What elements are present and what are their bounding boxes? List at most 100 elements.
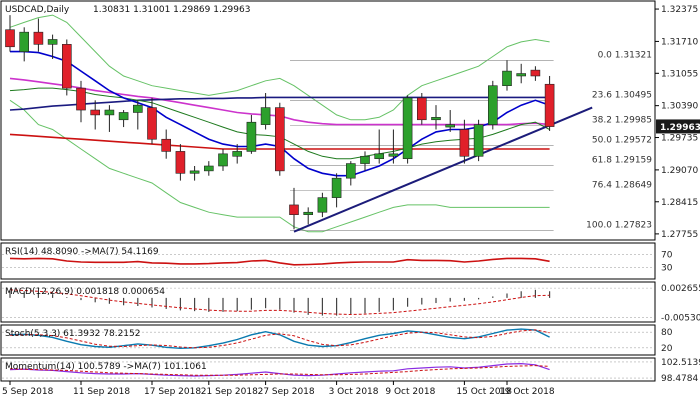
momentum-label: Momentum(14) 100.5789 ->MA(7) 101.1061 xyxy=(5,362,207,372)
indicator-tick-label: 102.5139 xyxy=(661,358,700,368)
price-tick-label: 1.31710 xyxy=(661,37,698,47)
price-tick-label: 1.27755 xyxy=(661,230,698,240)
candle-body xyxy=(204,165,214,172)
candle-body xyxy=(487,85,498,125)
momentum-line xyxy=(9,362,550,377)
indicator-tick-label: 20 xyxy=(661,344,673,354)
current-price-marker xyxy=(656,119,700,134)
candle-body xyxy=(431,117,441,121)
rsi-label: RSI(14) 48.8090 ->MA(7) 54.1169 xyxy=(5,247,159,257)
candle-body xyxy=(402,97,413,160)
support-trendline xyxy=(293,106,593,233)
price-axis: 1.32375 1.31710 1.31055 1.30390 1.29735 1.290… xyxy=(655,5,700,240)
date-tick-label: 5 Sep 2018 xyxy=(2,387,54,397)
date-tick-label: 15 Oct 2018 xyxy=(456,387,512,397)
candle-body xyxy=(33,31,44,45)
fib-level-label: 38.2 1.29985 xyxy=(592,115,652,125)
candle-body xyxy=(19,31,30,52)
stoch-d-line xyxy=(9,329,550,349)
candle-body xyxy=(345,163,356,179)
candle-body xyxy=(445,124,456,128)
price-tick-label: 1.29735 xyxy=(661,134,698,144)
stoch-k-line xyxy=(9,328,550,350)
price-tick-label: 1.32375 xyxy=(661,5,698,15)
indicator-panels: 70 30 RSI(14) 48.8090 ->MA(7) 54.1169 0.002… xyxy=(2,247,700,384)
candle-body xyxy=(61,44,72,89)
candle-body xyxy=(76,87,86,111)
candle-body xyxy=(189,170,200,174)
indicator-tick-label: 98.4784 xyxy=(661,374,698,384)
band-lower-line xyxy=(9,99,550,233)
price-tick-label: 1.28415 xyxy=(661,198,698,208)
candle-body xyxy=(516,73,527,77)
candle-body xyxy=(274,107,285,172)
stoch-label: Stoch(5,3,3) 61.3932 78.2152 xyxy=(5,329,140,339)
current-price-label: 1.29963 xyxy=(660,123,700,133)
candle-body xyxy=(544,83,555,127)
momentum-ma-line xyxy=(9,365,550,376)
candle-body xyxy=(289,204,299,215)
date-tick-label: 3 Oct 2018 xyxy=(329,387,379,397)
fib-level-label: 50.0 1.29572 xyxy=(592,135,652,145)
candle-body xyxy=(218,153,228,167)
ma-navy-line xyxy=(9,96,550,111)
date-tick-label: 27 Sep 2018 xyxy=(258,387,315,397)
candle-body xyxy=(360,155,370,164)
candle-body xyxy=(416,97,427,121)
indicator-tick-label: 0.002655 xyxy=(661,284,700,294)
candle-body xyxy=(104,109,115,116)
date-tick-label: 21 Sep 2018 xyxy=(201,387,258,397)
candle-body xyxy=(530,69,541,77)
rsi-line xyxy=(9,257,550,266)
fib-level-label: 23.6 1.30495 xyxy=(592,91,652,101)
candle-body xyxy=(232,151,242,157)
candle-body xyxy=(133,104,143,113)
date-tick-label: 11 Sep 2018 xyxy=(73,387,130,397)
candle-body xyxy=(388,153,399,157)
candle-body xyxy=(161,138,171,152)
trendline-group xyxy=(293,106,593,233)
price-tick-label: 1.31055 xyxy=(661,69,698,79)
indicator-tick-label: -0.005305 xyxy=(661,313,700,323)
candle-body xyxy=(331,177,342,198)
macd-label: MACD(12,26,9) 0.001818 0.000654 xyxy=(5,287,165,297)
indicator-tick-label: 30 xyxy=(661,263,673,273)
fib-level-label: 0.0 1.31321 xyxy=(598,50,652,60)
stoch-panel-frame xyxy=(0,324,656,356)
fib-level-label: 100.0 1.27823 xyxy=(586,221,652,231)
candle-body xyxy=(175,151,186,174)
fib-level-label: 61.8 1.29159 xyxy=(592,156,652,166)
candle-body xyxy=(473,124,484,157)
macd-signal-line xyxy=(9,289,550,316)
candle-body xyxy=(317,197,328,213)
chart-header-symbol: USDCAD,Daily xyxy=(5,5,70,15)
candle-body xyxy=(147,107,157,140)
candle-body xyxy=(303,211,314,215)
fibonacci-levels: 0.0 1.31321 23.6 1.30495 38.2 1.29985 50.0 … xyxy=(290,50,652,231)
date-tick-label: 9 Oct 2018 xyxy=(385,387,435,397)
candle-body xyxy=(90,109,100,116)
candle-body xyxy=(246,121,257,152)
candle-body xyxy=(374,153,385,160)
indicator-tick-label: 80 xyxy=(661,328,673,338)
candle-body xyxy=(5,29,15,48)
candlesticks xyxy=(5,15,555,230)
price-tick-label: 1.29070 xyxy=(661,166,698,176)
price-panel-frame xyxy=(0,0,656,241)
candle-body xyxy=(502,70,512,87)
candle-body xyxy=(47,39,58,45)
date-tick-label: 19 Oct 2018 xyxy=(499,387,555,397)
price-tick-label: 1.30390 xyxy=(661,102,698,112)
chart-header-ohlc: 1.30831 1.31001 1.29869 1.29963 xyxy=(93,5,250,15)
date-axis: 5 Sep 2018 11 Sep 2018 17 Sep 2018 21 Sep 2… xyxy=(2,381,555,397)
envelope-bands xyxy=(9,14,550,233)
date-tick-label: 17 Sep 2018 xyxy=(144,387,201,397)
fib-level-label: 76.4 1.28649 xyxy=(592,180,652,190)
candle-body xyxy=(118,112,129,121)
candle-body xyxy=(260,107,271,125)
candle-body xyxy=(459,129,470,157)
band-upper-line xyxy=(9,14,550,121)
indicator-tick-label: 70 xyxy=(661,251,673,261)
